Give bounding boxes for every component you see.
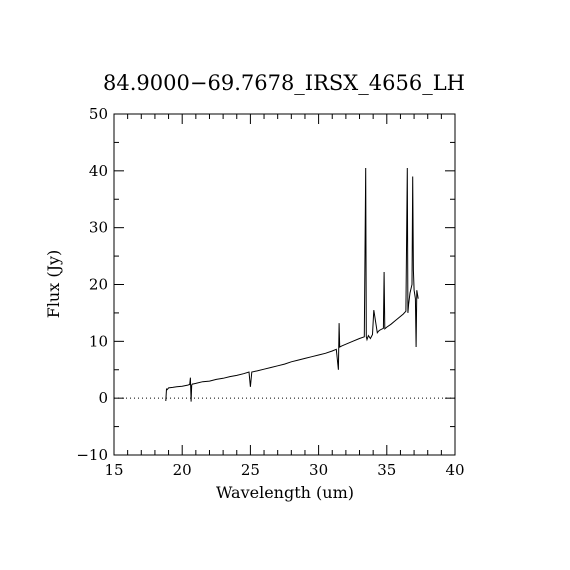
x-tick-label: 20 [173, 461, 192, 479]
axes [113, 113, 456, 456]
x-tick-label: 30 [309, 461, 328, 479]
y-tick-label: 40 [89, 162, 108, 180]
x-tick-label: 35 [377, 461, 396, 479]
x-axis-label: Wavelength (um) [216, 483, 354, 502]
spectrum-line [165, 167, 419, 402]
x-tick-labels: 15 20 25 30 35 40 [104, 461, 464, 479]
y-axis-label: Flux (Jy) [44, 250, 63, 319]
y-tick-label: 0 [98, 389, 108, 407]
y-tick-label: 10 [89, 332, 108, 350]
y-tick-labels: −10 0 10 20 30 40 50 [76, 105, 108, 464]
x-tick-label: 25 [241, 461, 260, 479]
y-tick-label: 50 [89, 105, 108, 123]
y-tick-label: −10 [76, 446, 108, 464]
y-tick-label: 20 [89, 276, 108, 294]
tick-marks [113, 113, 456, 456]
series-layer [165, 167, 419, 402]
y-tick-label: 30 [89, 219, 108, 237]
x-tick-label: 15 [104, 461, 123, 479]
chart-title: 84.9000−69.7678_IRSX_4656_LH [103, 71, 465, 95]
x-tick-label: 40 [445, 461, 464, 479]
plot-frame [113, 113, 456, 456]
